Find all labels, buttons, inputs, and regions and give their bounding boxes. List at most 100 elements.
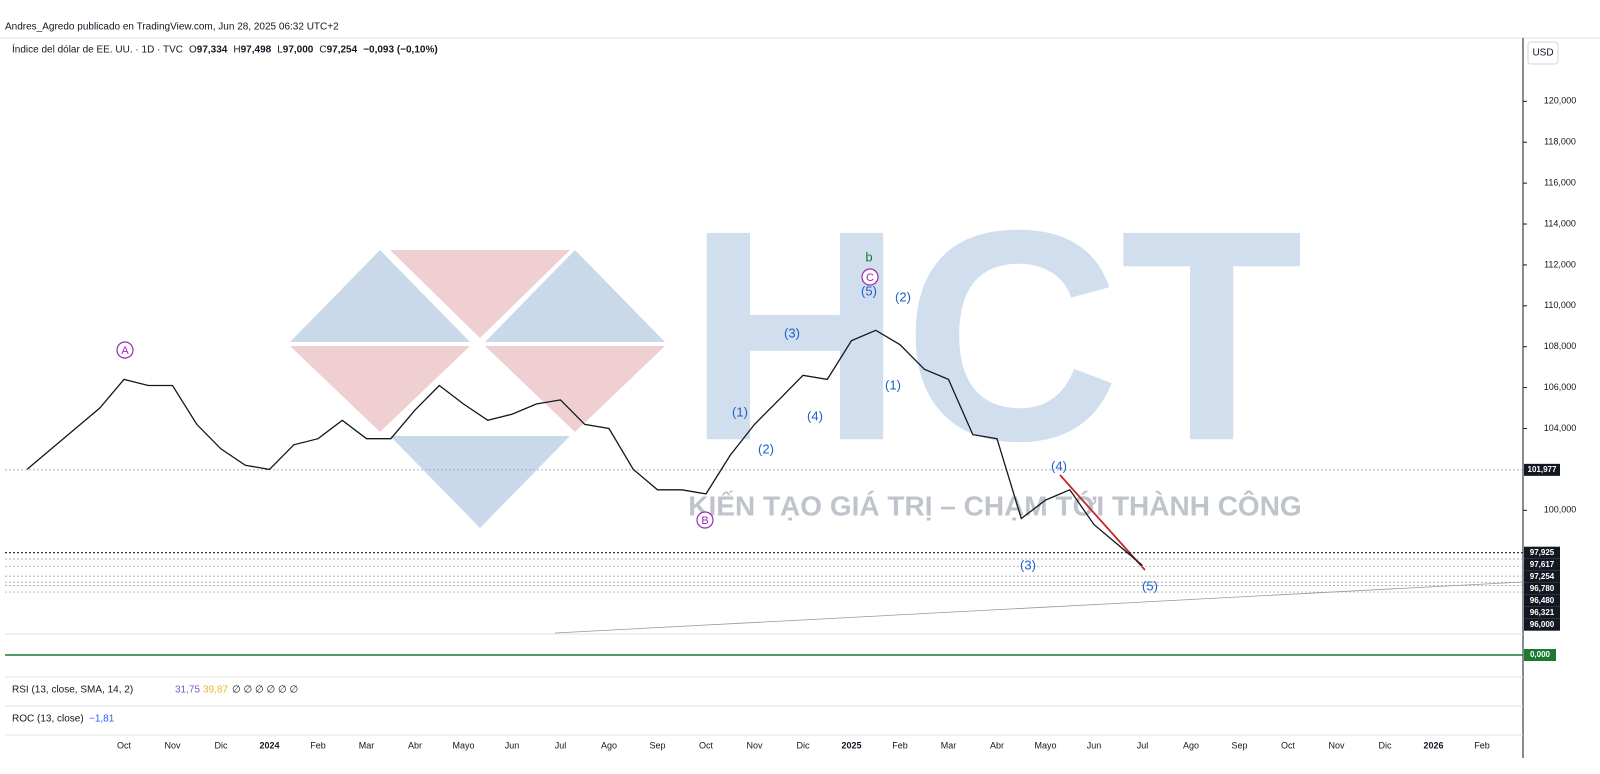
wave-label: B [701,515,708,527]
price-label-box [1524,594,1560,607]
y-tick-label: 110,000 [1544,300,1576,310]
x-tick-label: Abr [990,740,1004,750]
ohlc-value: 97,254 [327,45,358,56]
y-tick-label: 118,000 [1544,137,1576,147]
ohlc-label: H [233,45,240,56]
x-tick-label: Nov [746,740,763,750]
price-label-box [1524,618,1560,631]
x-tick-label: Jul [555,740,567,750]
x-tick-label: Feb [892,740,908,750]
wave-label: A [121,345,129,357]
logo-shape [485,250,665,342]
wave-label: (4) [807,408,823,423]
x-tick-label: Feb [1474,740,1490,750]
price-label: 96,480 [1530,596,1555,605]
ohlc-label: C [319,45,326,56]
x-tick-label: Dic [1379,740,1392,750]
x-tick-label: Oct [1281,740,1296,750]
header: Andres_Agredo publicado en TradingView.c… [5,22,339,33]
y-tick-label: 100,000 [1544,505,1577,515]
price-label-box [1524,606,1560,619]
logo-shape [390,436,570,528]
price-label-box [1524,570,1560,583]
logo-shape [290,346,470,432]
currency-button[interactable] [1527,41,1559,65]
price-label: 96,000 [1530,620,1555,629]
watermark-logo: HCT [687,167,1304,503]
price-label-box [1524,582,1560,595]
rsi-signal: 39,87 [203,685,228,696]
x-tick-label: 2024 [259,740,279,750]
ohlc-value: 97,000 [283,45,314,56]
price-label: 97,617 [1530,560,1555,569]
x-tick-label: Jun [1087,740,1102,750]
wave-label: (5) [1142,578,1158,593]
trend-line [1059,474,1146,571]
ohlc-value: 97,334 [197,45,228,56]
price-label: 97,925 [1530,548,1555,557]
x-tick-label: Sep [649,740,665,750]
wave-label: b [865,249,872,264]
symbol: Índice del dólar de EE. UU. · 1D · TVC [12,43,183,56]
x-tick-label: Ago [1183,740,1199,750]
wave-label: (5) [861,283,877,298]
wave-label: (4) [1051,458,1067,473]
price-label: 0,000 [1530,650,1551,659]
x-tick-label: Dic [215,740,228,750]
watermark: HCT KIẾN TẠO GIÁ TRỊ – CHẠM TỚI THÀNH CÔ… [290,167,1303,528]
wave-label: (3) [784,325,800,340]
logo-shape [290,250,470,342]
x-tick-label: Jul [1137,740,1149,750]
x-tick-label: Ago [601,740,617,750]
currency[interactable]: USD [1532,48,1553,59]
x-tick-label: Oct [117,740,132,750]
rsi-label: RSI (13, close, SMA, 14, 2) [12,685,133,696]
y-tick-label: 114,000 [1544,218,1576,228]
x-tick-label: Mar [941,740,957,750]
price-label: 96,321 [1530,608,1555,617]
trend-line [554,581,1524,634]
x-tick-label: 2026 [1423,740,1443,750]
x-tick-label: Abr [408,740,422,750]
x-tick-label: Dic [797,740,810,750]
y-tick-label: 106,000 [1544,382,1577,392]
watermark-tagline: KIẾN TẠO GIÁ TRỊ – CHẠM TỚI THÀNH CÔNG [688,489,1301,521]
roc-value: −1,81 [89,714,115,725]
price-label-box [1524,546,1560,559]
wave-circle [116,341,134,359]
price-label-box [1524,558,1560,571]
rsi-extra: ∅ ∅ ∅ ∅ ∅ ∅ [232,685,298,696]
logo-shape [485,346,665,432]
wave-label: C [866,272,874,284]
x-tick-label: Oct [699,740,714,750]
y-tick-label: 116,000 [1544,178,1576,188]
wave-label: (2) [895,289,911,304]
ohlc-label: L [277,45,283,56]
price-label-box [1524,463,1560,476]
x-tick-label: Feb [310,740,326,750]
x-tick-label: Sep [1231,740,1247,750]
price-label: 96,780 [1530,584,1555,593]
x-tick-label: Jun [505,740,520,750]
y-tick-label: 120,000 [1544,96,1577,106]
logo-shape [390,250,570,338]
rsi-value: 31,75 [175,685,200,696]
x-tick-label: Mar [359,740,375,750]
ohlc-value: 97,498 [241,45,272,56]
x-tick-label: Mayo [1034,740,1056,750]
price-label: 101,977 [1528,465,1557,474]
roc-label: ROC (13, close) [12,714,84,725]
x-tick-label: Nov [1328,740,1345,750]
wave-circle [696,511,714,529]
wave-label: (1) [732,404,748,419]
wave-circle [861,268,879,286]
x-tick-label: Nov [164,740,181,750]
x-tick-label: 2025 [841,740,861,750]
price-line [26,329,1143,566]
y-tick-label: 112,000 [1544,259,1576,269]
wave-label: (3) [1020,557,1036,572]
y-tick-label: 104,000 [1544,423,1577,433]
y-tick-label: 108,000 [1544,341,1577,351]
change: −0,093 (−0,10%) [363,45,438,56]
